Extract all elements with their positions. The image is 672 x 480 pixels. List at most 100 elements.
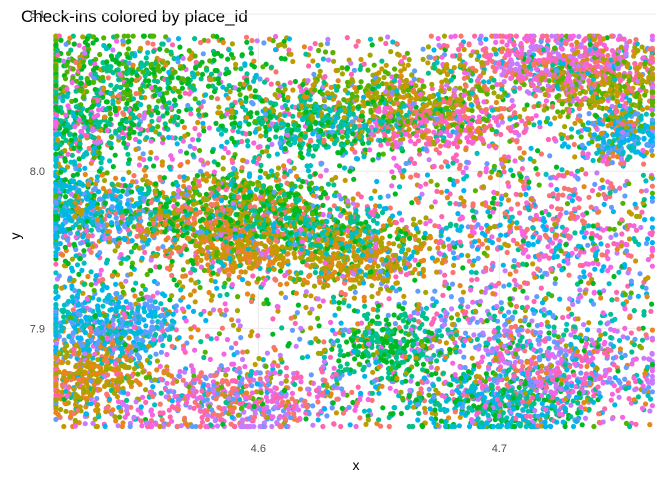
data-point (441, 33, 448, 39)
data-point (509, 97, 515, 104)
data-point (210, 270, 216, 276)
data-point (242, 364, 248, 370)
data-point (203, 92, 209, 98)
data-point (324, 195, 330, 201)
data-point (260, 357, 266, 363)
data-point (138, 418, 144, 424)
data-point (289, 327, 296, 333)
data-point (134, 233, 140, 239)
data-point (95, 357, 101, 363)
data-point (192, 96, 198, 102)
data-point (222, 312, 228, 318)
data-point (369, 294, 375, 300)
data-point (290, 58, 296, 65)
data-point (303, 51, 309, 57)
data-point (104, 59, 110, 65)
data-point (62, 244, 68, 250)
data-point (623, 364, 629, 371)
data-point (572, 230, 578, 236)
data-point (446, 285, 452, 291)
data-point (244, 138, 250, 144)
data-point (80, 290, 86, 296)
data-point (444, 195, 450, 201)
data-point (380, 405, 386, 411)
data-point (303, 416, 309, 422)
data-point (612, 188, 618, 194)
data-point (486, 336, 492, 342)
data-point (434, 188, 440, 194)
data-point (507, 228, 513, 234)
data-point (569, 42, 575, 48)
data-point (108, 145, 114, 151)
data-point (506, 183, 512, 189)
data-point (206, 125, 212, 131)
data-point (248, 50, 254, 56)
data-point (596, 327, 602, 334)
data-point (123, 299, 129, 305)
data-point (477, 36, 483, 42)
data-point (333, 410, 339, 416)
data-point (65, 360, 71, 366)
data-point (512, 309, 518, 315)
data-point (188, 334, 194, 340)
data-point (643, 111, 650, 117)
data-point (206, 289, 212, 296)
data-point (96, 414, 102, 420)
data-point (82, 165, 88, 171)
data-point (230, 322, 236, 328)
data-point (456, 317, 462, 323)
data-point (200, 176, 206, 182)
data-point (393, 388, 399, 394)
data-point (104, 379, 110, 385)
data-point (351, 67, 357, 73)
data-point (335, 78, 341, 84)
data-point (649, 216, 655, 222)
data-point (111, 237, 117, 243)
data-point (120, 289, 126, 295)
data-point (375, 290, 381, 296)
data-point (169, 318, 175, 324)
data-point (626, 181, 632, 187)
data-point (73, 97, 79, 103)
data-point (191, 216, 197, 222)
data-point (141, 157, 147, 163)
data-point (248, 333, 254, 339)
data-point (268, 64, 275, 70)
data-point (503, 192, 509, 198)
data-point (128, 249, 134, 255)
data-point (512, 286, 518, 292)
data-point (93, 181, 99, 187)
data-point (278, 380, 284, 386)
data-point (640, 325, 646, 331)
data-point (357, 415, 363, 421)
data-point (411, 317, 417, 323)
data-point (576, 33, 582, 40)
data-point (478, 40, 484, 46)
data-point (608, 264, 614, 270)
data-point (120, 176, 126, 182)
data-point (647, 422, 653, 428)
data-point (177, 94, 183, 100)
data-point (356, 361, 362, 367)
data-point (93, 56, 99, 62)
data-point (476, 238, 482, 244)
data-point (436, 42, 442, 48)
data-point (516, 384, 522, 390)
data-point (353, 423, 359, 430)
data-point (416, 151, 423, 157)
data-point (386, 240, 392, 246)
data-point (320, 56, 326, 62)
data-point (578, 134, 584, 140)
data-point (226, 276, 232, 282)
data-point (71, 241, 77, 247)
data-point (98, 267, 104, 273)
data-point (239, 356, 246, 363)
data-point (332, 331, 338, 337)
data-point (454, 311, 460, 318)
data-point (423, 215, 429, 221)
data-point (155, 246, 161, 252)
data-point (396, 210, 403, 216)
data-point (164, 351, 170, 358)
data-point (404, 50, 410, 56)
data-point (608, 397, 614, 403)
